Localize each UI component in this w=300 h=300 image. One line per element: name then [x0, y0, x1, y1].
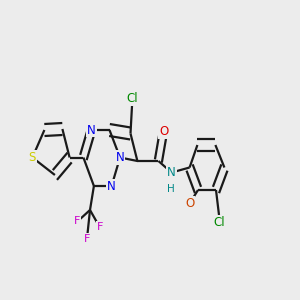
Text: N: N [116, 151, 124, 164]
Text: F: F [74, 217, 81, 226]
Text: S: S [29, 151, 36, 164]
Text: O: O [185, 197, 194, 210]
Text: F: F [96, 222, 103, 232]
Text: N: N [167, 166, 176, 179]
Text: N: N [107, 179, 116, 193]
Text: O: O [159, 125, 168, 138]
Text: N: N [87, 124, 96, 136]
Text: Cl: Cl [126, 92, 138, 105]
Text: H: H [167, 184, 174, 194]
Text: Cl: Cl [214, 216, 225, 229]
Text: F: F [84, 233, 90, 244]
